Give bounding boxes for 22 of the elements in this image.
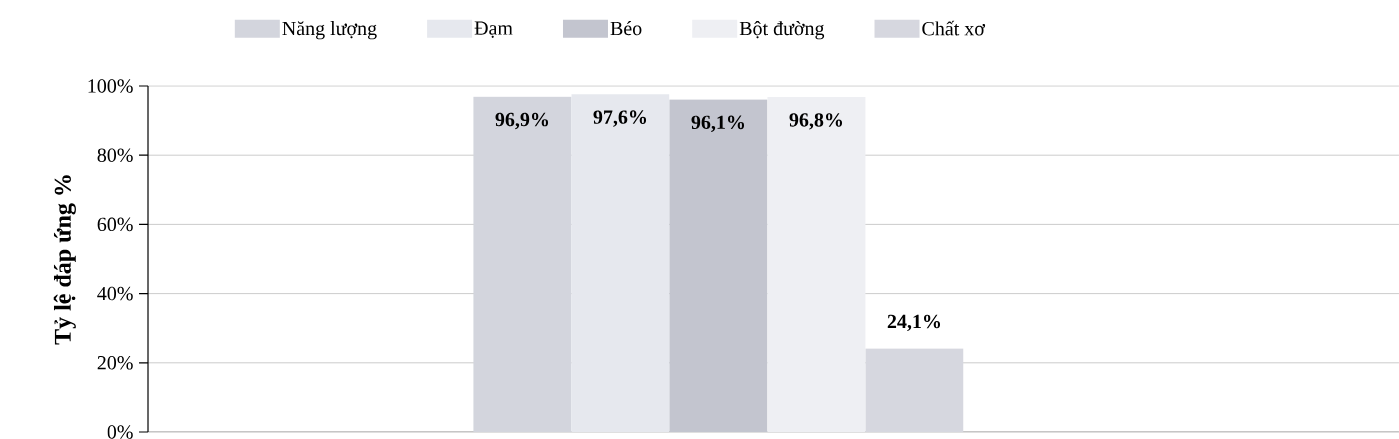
y-tick-label: 0% bbox=[107, 425, 133, 439]
bar bbox=[669, 99, 768, 432]
bar bbox=[865, 348, 964, 432]
bar bbox=[767, 97, 866, 432]
y-tick-label: 80% bbox=[97, 148, 133, 162]
data-label: 96,1% bbox=[691, 115, 745, 132]
legend-label: Bột đường bbox=[739, 21, 825, 40]
data-label: 96,9% bbox=[495, 112, 549, 130]
legend-label: Đạm bbox=[474, 21, 513, 38]
bar bbox=[473, 96, 572, 432]
legend-label: Năng lượng bbox=[282, 21, 377, 40]
data-label: 24,1% bbox=[887, 314, 941, 332]
bar bbox=[571, 94, 670, 432]
data-label: 97,6% bbox=[593, 110, 647, 127]
y-tick-label: 20% bbox=[97, 356, 133, 370]
data-label: 96,8% bbox=[789, 113, 843, 130]
y-tick-label: 60% bbox=[97, 217, 133, 232]
y-tick-label: 40% bbox=[97, 286, 133, 301]
y-axis-title: Tỷ lệ đáp ứng % bbox=[53, 175, 76, 345]
y-tick-label: 100% bbox=[88, 79, 133, 93]
legend-label: Béo bbox=[610, 21, 642, 36]
legend-label: Chất xơ bbox=[922, 20, 986, 36]
